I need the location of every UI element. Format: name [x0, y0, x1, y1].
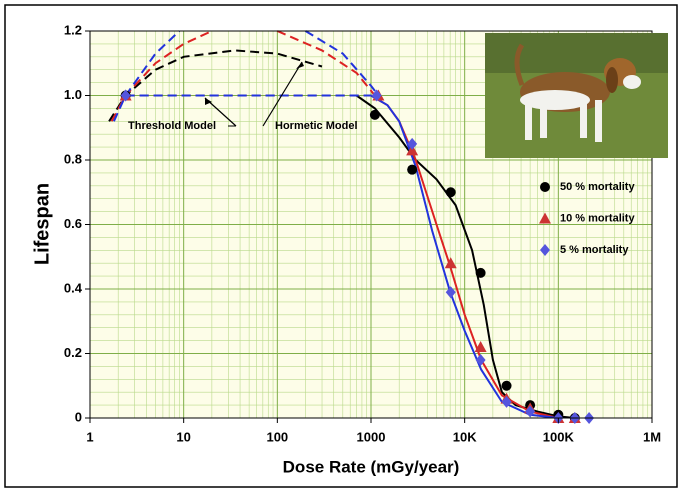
dog-leg	[540, 100, 547, 138]
data-point	[475, 267, 486, 278]
legend-label: 5 % mortality	[560, 244, 629, 256]
data-point	[444, 257, 457, 269]
legend-marker	[540, 244, 550, 256]
dog-leg	[595, 100, 602, 142]
data-point	[445, 286, 456, 299]
x-axis-title: Dose Rate (mGy/year)	[283, 457, 460, 476]
data-point	[501, 380, 512, 391]
arrow-head	[296, 62, 304, 69]
legend-label: 10 % mortality	[560, 212, 635, 224]
data-point	[120, 89, 131, 102]
x-tick-label: 10	[176, 429, 190, 444]
legend-label: 50 % mortality	[560, 181, 635, 193]
y-tick-label: 0.6	[64, 216, 82, 231]
legend-marker	[540, 182, 550, 192]
data-point	[371, 89, 382, 102]
data-point	[445, 187, 456, 198]
dog-muzzle	[623, 75, 641, 89]
photo-shade	[485, 33, 668, 73]
x-tick-label: 1000	[357, 429, 386, 444]
x-tick-label: 100K	[543, 429, 575, 444]
photo	[485, 33, 668, 158]
model-curve	[112, 30, 380, 122]
y-tick-label: 0.2	[64, 345, 82, 360]
x-tick-label: 1	[86, 429, 93, 444]
dog-ear	[606, 67, 618, 93]
x-tick-label: 1M	[643, 429, 661, 444]
dog-tail	[514, 43, 525, 86]
annotation: Threshold Model	[128, 120, 216, 132]
y-tick-label: 0.4	[64, 280, 83, 295]
data-point	[369, 109, 380, 120]
data-point	[525, 405, 536, 418]
dog-leg	[525, 100, 532, 140]
data-point	[407, 164, 418, 175]
x-tick-label: 100	[266, 429, 288, 444]
annotation-arrow	[262, 61, 303, 127]
annotation: Hormetic Model	[275, 120, 358, 132]
y-tick-label: 1.0	[64, 87, 82, 102]
arrow-head	[205, 98, 212, 105]
x-tick-label: 10K	[453, 429, 477, 444]
data-point	[475, 353, 486, 366]
legend-marker	[539, 212, 551, 224]
data-point	[407, 137, 418, 150]
y-axis-title: Lifespan	[31, 183, 53, 265]
y-tick-label: 1.2	[64, 22, 82, 37]
data-point	[474, 341, 487, 353]
data-point	[501, 395, 512, 408]
dog-leg	[580, 100, 587, 138]
y-tick-label: 0.8	[64, 151, 82, 166]
y-tick-label: 0	[75, 409, 82, 424]
dog-belly	[520, 90, 590, 110]
